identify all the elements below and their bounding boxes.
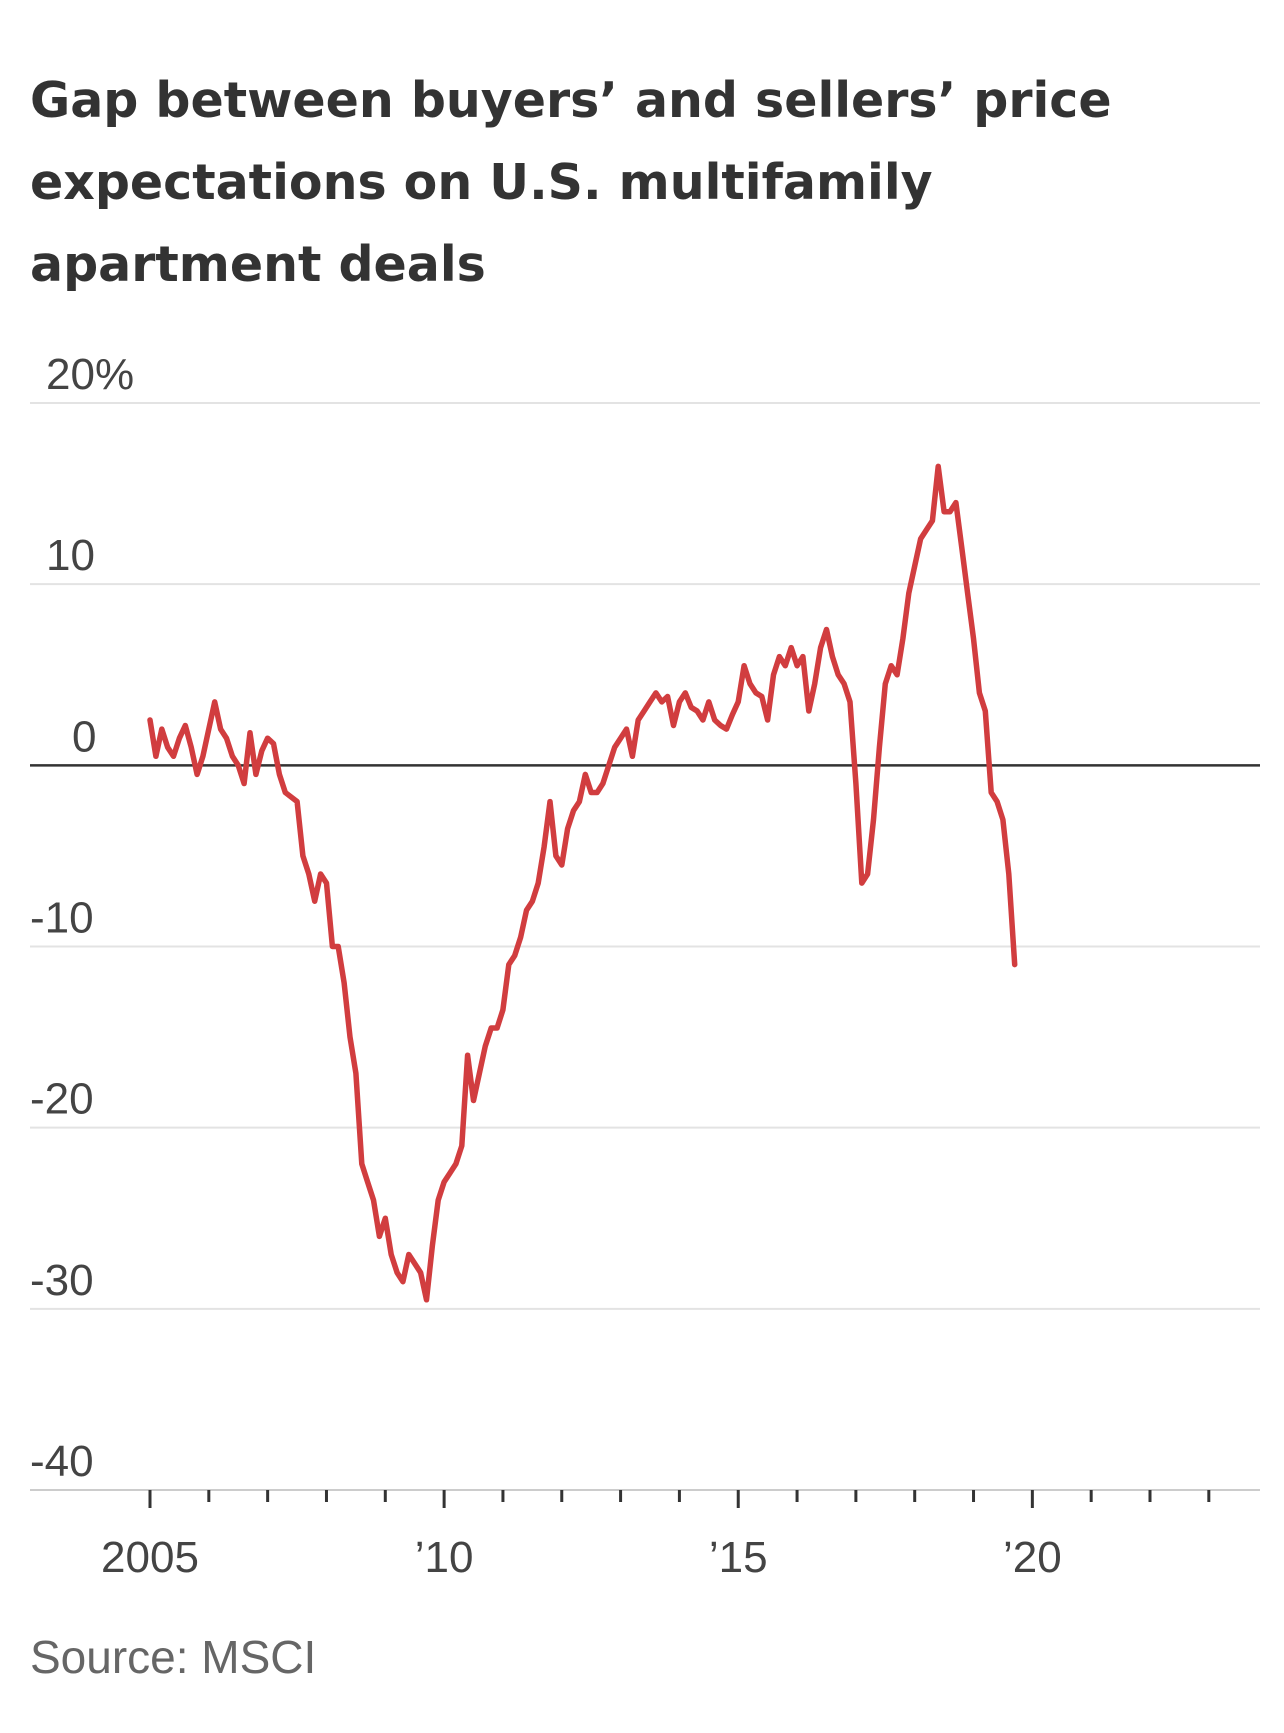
x-tick-label: ’15 <box>709 1533 768 1582</box>
x-tick-label: ’10 <box>415 1533 474 1582</box>
gridlines <box>30 402 1260 1491</box>
source-note: Source: MSCI <box>30 1631 317 1683</box>
y-tick-label: -10 <box>30 894 94 943</box>
y-tick-label: -20 <box>30 1075 94 1124</box>
series-layer <box>147 463 1018 1303</box>
y-tick-label: 10 <box>46 531 95 580</box>
x-tick-label: ’20 <box>1003 1533 1062 1582</box>
series-line <box>147 463 1018 1303</box>
y-tick-label: -30 <box>30 1256 94 1305</box>
x-axis: 2005 ’10 ’15 ’20 <box>101 1490 1211 1582</box>
y-tick-label: 20% <box>46 350 134 399</box>
x-tick-label: 2005 <box>101 1533 199 1582</box>
y-tick-label: -40 <box>30 1437 94 1486</box>
y-tick-label: 0 <box>72 712 96 761</box>
chart-title: Gap between buyers’ and sellers’ price e… <box>30 72 1112 293</box>
y-axis-tick-labels: 20% 10 0 -10 -20 -30 -40 <box>30 350 134 1486</box>
